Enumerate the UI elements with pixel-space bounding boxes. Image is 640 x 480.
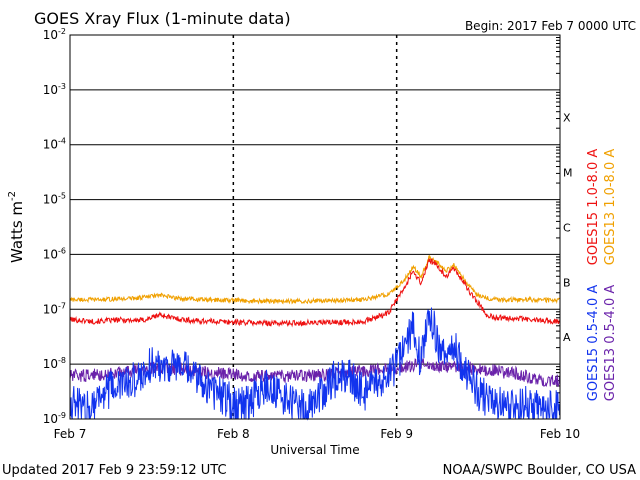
credit-text: NOAA/SWPC Boulder, CO USA xyxy=(443,463,636,478)
y-tick-label: 10-3 xyxy=(43,82,66,97)
series-line xyxy=(69,307,561,421)
plot-frame xyxy=(69,34,561,420)
x-tick-label: Feb 9 xyxy=(380,427,413,441)
y-axis-label: Watts m-2 xyxy=(7,191,26,263)
y-tick-label: 10-8 xyxy=(43,356,66,371)
legend-entry: GOES15 1.0-8.0 A xyxy=(586,149,601,266)
x-tick-label: Feb 8 xyxy=(217,427,250,441)
x-tick-label: Feb 10 xyxy=(540,427,580,441)
y-tick-label: 10-6 xyxy=(43,246,66,261)
series-lines xyxy=(69,254,561,421)
y-tick-labels: 10-9 10-8 10-7 10-6 10-5 10-4 10-3 10-2 xyxy=(43,27,66,426)
chart-title: GOES Xray Flux (1-minute data) xyxy=(34,9,291,28)
y-tick-label: 10-9 xyxy=(43,411,66,426)
series-line xyxy=(69,257,561,328)
series-line xyxy=(69,254,561,305)
flare-class-label: M xyxy=(563,167,573,180)
x-axis-label: Universal Time xyxy=(270,443,359,457)
y-tick-label: 10-2 xyxy=(43,27,66,42)
flare-class-label: A xyxy=(563,331,571,344)
y-tick-label: 10-4 xyxy=(43,137,66,152)
x-tick-label: Feb 7 xyxy=(54,427,87,441)
begin-time: Begin: 2017 Feb 7 0000 UTC xyxy=(465,19,636,33)
y-tick-label: 10-7 xyxy=(43,301,66,316)
legend-entry: GOES13 1.0-8.0 A xyxy=(603,149,618,266)
x-tick-labels: Feb 7 Feb 8 Feb 9 Feb 10 xyxy=(54,427,581,441)
flare-class-label: C xyxy=(563,221,571,234)
flare-class-label: X xyxy=(563,112,571,125)
flare-class-label: B xyxy=(563,276,571,289)
legend-entry: GOES13 0.5-4.0 A xyxy=(603,285,618,402)
y-tick-label: 10-5 xyxy=(43,192,66,207)
flare-class-labels: A B C M X xyxy=(563,112,573,344)
legend: GOES15 1.0-8.0 A GOES13 1.0-8.0 A GOES15 0… xyxy=(586,149,618,402)
legend-entry: GOES15 0.5-4.0 A xyxy=(586,285,601,402)
grid xyxy=(70,34,560,420)
updated-timestamp: Updated 2017 Feb 9 23:59:12 UTC xyxy=(2,463,227,478)
series-line xyxy=(69,358,561,388)
